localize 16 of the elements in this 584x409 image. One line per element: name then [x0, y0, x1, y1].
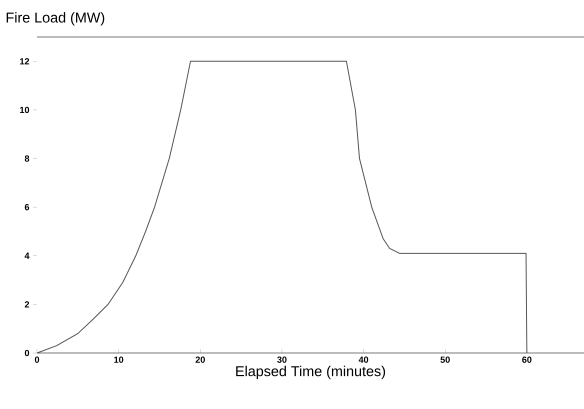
- y-tick-label: 10: [20, 106, 30, 114]
- x-tick-label: 30: [277, 356, 287, 363]
- x-axis-title: Elapsed Time (minutes): [236, 366, 386, 380]
- y-axis-title: Fire Load (MW): [6, 12, 104, 26]
- y-tick-label: 2: [24, 301, 30, 308]
- y-tick-label: 12: [20, 58, 30, 64]
- x-tick-label: 10: [114, 356, 124, 363]
- y-tick-label: 6: [24, 204, 30, 210]
- x-tick-label: 20: [196, 356, 205, 363]
- x-tick-label: 60: [522, 356, 532, 363]
- y-tick-label: 8: [24, 155, 30, 162]
- x-tick-label: 50: [440, 356, 450, 363]
- y-tick-label: 4: [24, 252, 30, 259]
- x-tick-label: 40: [358, 356, 368, 363]
- y-tick-label: 0: [24, 350, 30, 356]
- x-tick-label: 0: [34, 356, 40, 363]
